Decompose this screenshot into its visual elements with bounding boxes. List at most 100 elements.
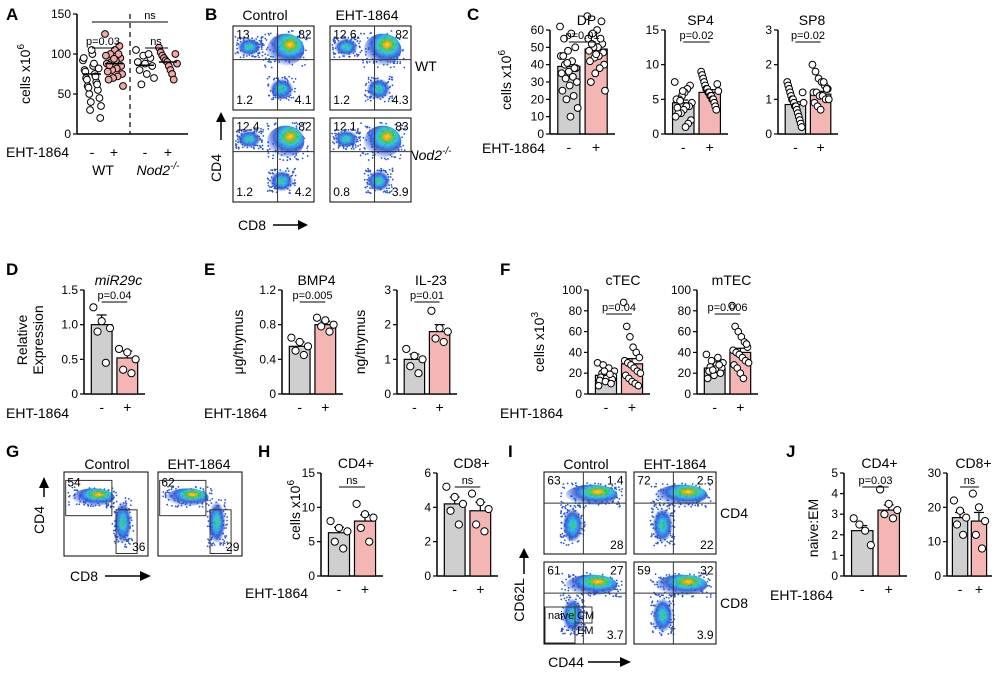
event-dot <box>561 580 563 583</box>
event-dot <box>223 504 226 507</box>
data-point <box>144 50 153 58</box>
x-tick-label: + <box>123 399 131 415</box>
event-dot <box>581 600 583 602</box>
event-dot <box>382 191 385 193</box>
y-tick-label: 10 <box>531 110 545 124</box>
data-point <box>626 333 634 341</box>
data-point <box>952 520 962 529</box>
event-dot <box>561 628 564 631</box>
event-dot <box>345 148 347 151</box>
event-dot <box>370 76 373 79</box>
data-point <box>131 355 140 364</box>
p-value: p=0.02 <box>680 30 714 42</box>
chart-J-CD8+: 0 10 20 30 - + ns CD8+ <box>928 455 992 597</box>
event-dot <box>651 580 654 583</box>
event-dot <box>253 55 256 58</box>
event-dot <box>579 505 582 507</box>
flow-plot-G: 62 29 <box>157 471 243 557</box>
event-dot <box>388 168 391 171</box>
event-dot <box>655 506 658 509</box>
p-value: p=0.04 <box>98 290 132 302</box>
data-point <box>360 510 370 519</box>
subpanel-title: CD8+ <box>955 455 991 471</box>
event-dot <box>293 181 296 184</box>
event-dot <box>564 504 567 507</box>
event-dot <box>291 30 294 32</box>
event-dot <box>364 125 367 128</box>
bar-control <box>443 503 466 577</box>
data-point <box>959 530 968 539</box>
event-dot <box>331 132 333 135</box>
data-point <box>150 74 158 82</box>
event-dot <box>563 539 566 542</box>
y-axis-label: naive:EM <box>805 499 821 557</box>
data-point <box>458 499 468 508</box>
event-dot <box>262 129 265 131</box>
event-dot <box>267 32 270 35</box>
event-dot <box>653 583 656 586</box>
event-dot <box>162 495 165 498</box>
event-dot <box>225 527 228 529</box>
density-cloud <box>562 508 584 543</box>
y-tick-label: 40 <box>569 345 583 359</box>
event-dot <box>667 633 670 635</box>
event-dot <box>257 147 260 150</box>
event-dot <box>111 523 114 525</box>
event-dot <box>616 588 619 591</box>
gate <box>209 509 232 554</box>
event-dot <box>666 540 669 543</box>
event-dot <box>563 597 566 600</box>
y-tick-label: 60 <box>678 325 692 339</box>
p-value: ns <box>462 475 474 487</box>
event-dot <box>706 580 709 583</box>
subpanel-title: BMP4 <box>297 272 335 288</box>
chart-C-DP: 0 10 20 30 40 50 60 - + p=0.01 DP <box>531 12 615 155</box>
event-dot <box>615 579 618 582</box>
event-dot <box>260 37 263 40</box>
data-point <box>567 29 576 38</box>
data-point <box>594 381 603 390</box>
y-tick-label: 0 <box>424 569 431 583</box>
event-dot <box>261 42 264 45</box>
y-tick-label: 1.2 <box>259 283 276 297</box>
density-cloud <box>269 170 294 192</box>
data-point <box>467 489 477 498</box>
event-dot <box>261 36 264 38</box>
data-point <box>566 112 575 121</box>
data-point <box>454 520 463 529</box>
data-point <box>702 350 711 359</box>
event-dot <box>561 572 564 575</box>
event-dot <box>115 500 118 503</box>
data-point <box>713 80 722 88</box>
event-dot <box>223 535 226 538</box>
event-dot <box>665 574 668 576</box>
y-tick-label: 150 <box>51 7 71 21</box>
event-dot <box>400 148 403 151</box>
data-point <box>442 482 451 491</box>
event-dot <box>367 190 370 192</box>
data-point <box>439 337 448 347</box>
event-dot <box>259 144 261 147</box>
event-dot <box>206 486 209 489</box>
event-dot <box>369 32 372 35</box>
event-dot <box>371 157 374 159</box>
event-dot <box>287 99 290 101</box>
data-point <box>97 317 106 326</box>
event-dot <box>213 544 216 546</box>
density-cloud <box>334 130 359 148</box>
event-dot <box>168 489 170 491</box>
event-dot <box>653 505 656 508</box>
event-dot <box>661 483 664 485</box>
event-dot <box>559 594 562 597</box>
panel-letter-J: J <box>786 442 795 461</box>
y-tick-label: 60 <box>569 325 583 339</box>
column-label: Control <box>242 7 287 23</box>
event-dot <box>671 540 673 543</box>
event-dot <box>113 490 115 493</box>
y-tick-label: 80 <box>678 304 692 318</box>
event-dot <box>649 596 652 599</box>
event-dot <box>332 40 335 43</box>
event-dot <box>271 169 274 172</box>
quadrant-value: 32 <box>700 563 714 577</box>
event-dot <box>260 132 263 135</box>
